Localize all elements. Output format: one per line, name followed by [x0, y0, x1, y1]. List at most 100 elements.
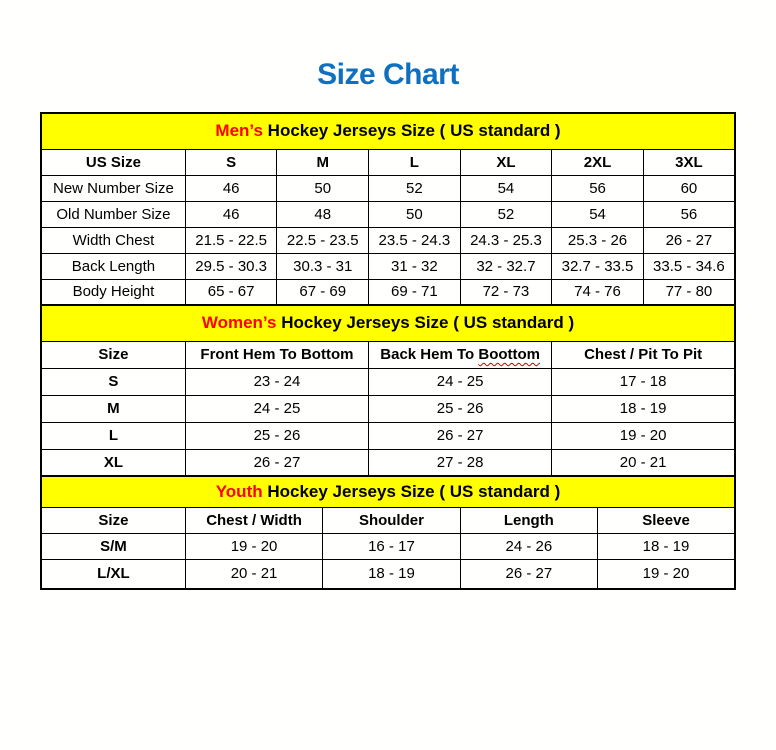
- column-header: 3XL: [642, 148, 736, 176]
- row-label: Body Height: [40, 278, 186, 306]
- column-header: Length: [459, 506, 599, 534]
- column-header-label: M: [316, 153, 330, 171]
- value-cell: 25 - 26: [184, 421, 370, 450]
- value-cell: 77 - 80: [642, 278, 736, 306]
- value-cell: 65 - 67: [184, 278, 278, 306]
- column-header: L: [368, 148, 461, 176]
- value-cell: 24 - 25: [368, 367, 553, 396]
- value-cell: 32 - 32.7: [459, 252, 553, 280]
- table-row: S 23 - 24 24 - 25 17 - 18: [40, 367, 736, 396]
- column-header-label: Size: [98, 511, 129, 529]
- section-heading-accent: Men’s: [215, 121, 263, 141]
- womens-section-heading: Women’s Hockey Jerseys Size ( US standar…: [40, 304, 736, 342]
- value-cell: 19 - 20: [184, 532, 324, 560]
- size-chart-page: Size Chart Men’s Hockey Jerseys Size ( U…: [0, 58, 776, 590]
- column-header: Size: [40, 340, 186, 369]
- value-cell: 20 - 21: [551, 448, 736, 477]
- value-cell: 31 - 32: [368, 252, 461, 280]
- column-header-label: Size: [98, 346, 129, 363]
- column-header: Chest / Pit To Pit: [551, 340, 736, 369]
- column-header-label: Front Hem To Bottom: [200, 346, 354, 363]
- column-header-label: Sleeve: [642, 511, 690, 529]
- column-header-label: Length: [503, 511, 554, 529]
- value-cell: 26 - 27: [459, 558, 599, 590]
- column-header: Back Hem To Boottom: [368, 340, 553, 369]
- column-header-label: 2XL: [583, 153, 612, 171]
- value-cell: 56: [551, 174, 644, 202]
- value-cell: 46: [184, 200, 278, 228]
- column-header: Sleeve: [597, 506, 736, 534]
- row-label: Old Number Size: [40, 200, 186, 228]
- value-cell: 27 - 28: [368, 448, 553, 477]
- table-row: XL 26 - 27 27 - 28 20 - 21: [40, 448, 736, 477]
- section-heading-accent: Women’s: [201, 313, 277, 333]
- column-header-label: XL: [496, 153, 516, 171]
- value-cell: 26 - 27: [368, 421, 553, 450]
- value-cell: 23.5 - 24.3: [368, 226, 461, 254]
- value-cell: 23 - 24: [184, 367, 370, 396]
- column-header-label: US Size: [85, 153, 141, 171]
- value-cell: 50: [368, 200, 461, 228]
- womens-size-table: Women’s Hockey Jerseys Size ( US standar…: [40, 304, 736, 477]
- column-header: Shoulder: [322, 506, 461, 534]
- value-cell: 52: [459, 200, 553, 228]
- value-cell: 52: [368, 174, 461, 202]
- column-header: Size: [40, 506, 186, 534]
- value-cell: 19 - 20: [597, 558, 736, 590]
- youth-section-heading: Youth Hockey Jerseys Size ( US standard …: [40, 475, 736, 508]
- value-cell: 18 - 19: [322, 558, 461, 590]
- value-cell: 54: [459, 174, 553, 202]
- section-heading-accent: Youth: [215, 481, 263, 501]
- value-cell: 19 - 20: [551, 421, 736, 450]
- value-cell: 67 - 69: [276, 278, 370, 306]
- column-header-label: Back Hem To: [380, 346, 479, 363]
- value-cell: 18 - 19: [597, 532, 736, 560]
- value-cell: 60: [642, 174, 736, 202]
- value-cell: 29.5 - 30.3: [184, 252, 278, 280]
- column-header: XL: [459, 148, 553, 176]
- column-header: Chest / Width: [184, 506, 324, 534]
- value-cell: 24 - 26: [459, 532, 599, 560]
- value-cell: 33.5 - 34.6: [642, 252, 736, 280]
- column-header: S: [184, 148, 278, 176]
- value-cell: 46: [184, 174, 278, 202]
- value-cell: 25 - 26: [368, 394, 553, 423]
- value-cell: 25.3 - 26: [551, 226, 644, 254]
- column-header: US Size: [40, 148, 186, 176]
- size-tables-container: Men’s Hockey Jerseys Size ( US standard …: [40, 112, 736, 590]
- value-cell: 26 - 27: [642, 226, 736, 254]
- value-cell: 74 - 76: [551, 278, 644, 306]
- row-label: New Number Size: [40, 174, 186, 202]
- mens-size-table: Men’s Hockey Jerseys Size ( US standard …: [40, 112, 736, 306]
- value-cell: 54: [551, 200, 644, 228]
- column-header: 2XL: [551, 148, 644, 176]
- value-cell: 16 - 17: [322, 532, 461, 560]
- table-row: M 24 - 25 25 - 26 18 - 19: [40, 394, 736, 423]
- value-cell: 22.5 - 23.5: [276, 226, 370, 254]
- row-label: XL: [40, 448, 186, 477]
- value-cell: 17 - 18: [551, 367, 736, 396]
- row-label: Back Length: [40, 252, 186, 280]
- misspelled-word: Boottom: [478, 346, 541, 363]
- value-cell: 30.3 - 31: [276, 252, 370, 280]
- row-label: Width Chest: [40, 226, 186, 254]
- table-row: L 25 - 26 26 - 27 19 - 20: [40, 421, 736, 450]
- row-label: L/XL: [40, 558, 186, 590]
- value-cell: 56: [642, 200, 736, 228]
- value-cell: 69 - 71: [368, 278, 461, 306]
- value-cell: 20 - 21: [184, 558, 324, 590]
- table-row: Back Length 29.5 - 30.3 30.3 - 31 31 - 32 32…: [40, 252, 736, 280]
- column-header-label: 3XL: [675, 153, 703, 171]
- youth-size-table: Youth Hockey Jerseys Size ( US standard …: [40, 475, 736, 590]
- table-row: Body Height 65 - 67 67 - 69 69 - 71 72 - 73 7…: [40, 278, 736, 306]
- value-cell: 18 - 19: [551, 394, 736, 423]
- value-cell: 24 - 25: [184, 394, 370, 423]
- row-label: M: [40, 394, 186, 423]
- section-heading-text: Hockey Jerseys Size ( US standard ): [276, 313, 575, 333]
- table-row: New Number Size 46 50 52 54 56 60: [40, 174, 736, 202]
- section-heading-text: Hockey Jerseys Size ( US standard ): [262, 481, 561, 501]
- column-header-label: L: [409, 153, 419, 171]
- column-header-label: Shoulder: [358, 511, 424, 529]
- column-header: M: [276, 148, 370, 176]
- mens-section-heading: Men’s Hockey Jerseys Size ( US standard …: [40, 112, 736, 150]
